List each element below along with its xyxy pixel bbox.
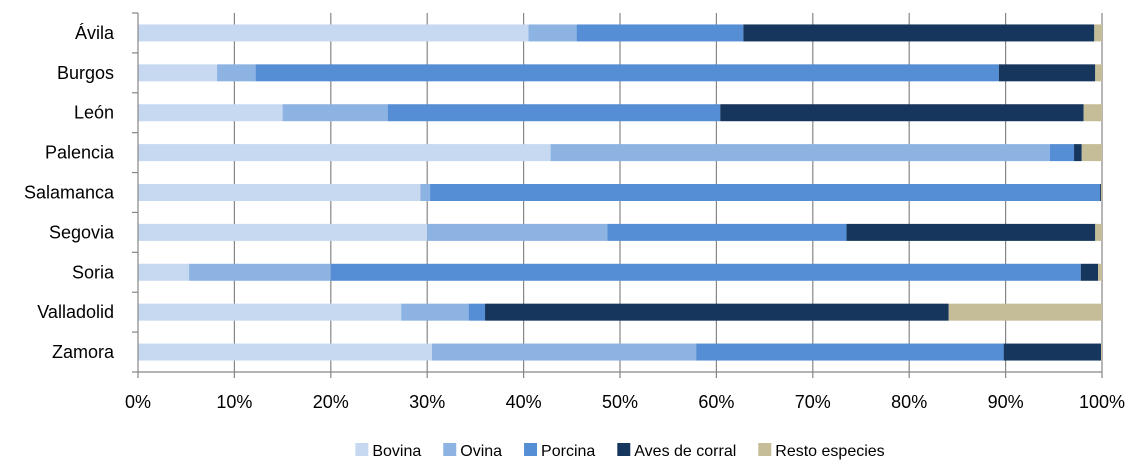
bar-soria-bovina xyxy=(138,263,190,281)
legend-swatch xyxy=(355,443,369,456)
bar-zamora-aves-de-corral xyxy=(1003,343,1102,361)
bar-zamora-bovina xyxy=(138,343,433,361)
bar-salamanca-resto-especies xyxy=(1101,184,1102,201)
bar-palencia-porcina xyxy=(1049,144,1075,162)
category-label: Burgos xyxy=(57,63,114,83)
bar-palencia-resto-especies xyxy=(1081,144,1102,162)
bar-zamora-resto-especies xyxy=(1101,343,1102,361)
bar-leon-ovina xyxy=(282,104,388,122)
category-label: Palencia xyxy=(45,143,115,163)
axes xyxy=(132,12,1103,378)
category-label: Zamora xyxy=(52,342,115,362)
bar-segovia-porcina xyxy=(607,223,847,241)
bar-segovia-aves-de-corral xyxy=(846,223,1096,241)
legend: Bovina Ovina Porcina Aves de corral Resto es… xyxy=(355,443,885,460)
bar-burgos-porcina xyxy=(255,64,999,82)
bar-leon-bovina xyxy=(138,104,283,122)
x-tick-label: 80% xyxy=(891,392,927,412)
legend-item-resto-especies: Resto especies xyxy=(758,443,885,460)
bars xyxy=(138,24,1102,361)
legend-label: Bovina xyxy=(372,443,421,460)
category-label: Soria xyxy=(72,262,115,282)
bar-palencia-bovina xyxy=(138,144,551,162)
legend-label: Resto especies xyxy=(775,443,884,460)
bar-leon-resto-especies xyxy=(1083,104,1102,122)
bar-segovia-ovina xyxy=(427,223,608,241)
bar-zamora-porcina xyxy=(696,343,1004,361)
legend-label: Aves de corral xyxy=(634,443,736,460)
x-tick-label: 40% xyxy=(506,392,542,412)
category-labels: Ávila Burgos León Palencia Salamanca Segovia S… xyxy=(24,23,115,362)
x-tick-label: 10% xyxy=(216,392,252,412)
category-label: Segovia xyxy=(49,222,115,242)
category-label: Valladolid xyxy=(37,302,114,322)
bar-salamanca-ovina xyxy=(420,184,431,201)
legend-swatch xyxy=(758,443,772,456)
x-tick-label: 60% xyxy=(698,392,734,412)
bar-soria-porcina xyxy=(330,263,1081,281)
legend-label: Porcina xyxy=(541,443,595,460)
x-tick-label: 90% xyxy=(988,392,1024,412)
legend-item-ovina: Ovina xyxy=(443,443,502,460)
bar-salamanca-porcina xyxy=(430,184,1101,201)
bar-zamora-ovina xyxy=(432,343,697,361)
bar-valladolid-bovina xyxy=(138,303,402,321)
bar-valladolid-resto-especies xyxy=(948,303,1102,321)
bar-burgos-bovina xyxy=(138,64,218,82)
bar-soria-resto-especies xyxy=(1098,263,1102,281)
bar-avila-ovina xyxy=(528,24,577,42)
bar-segovia-resto-especies xyxy=(1095,223,1102,241)
bar-valladolid-ovina xyxy=(401,303,469,321)
bar-burgos-resto-especies xyxy=(1095,64,1102,82)
legend-swatch xyxy=(617,443,631,456)
bar-salamanca-bovina xyxy=(138,184,421,201)
legend-item-porcina: Porcina xyxy=(524,443,595,460)
bar-leon-aves-de-corral xyxy=(720,104,1084,122)
bar-soria-ovina xyxy=(189,263,331,281)
bar-avila-porcina xyxy=(576,24,744,42)
bar-avila-aves-de-corral xyxy=(743,24,1095,42)
bar-leon-porcina xyxy=(387,104,721,122)
bar-soria-aves-de-corral xyxy=(1080,263,1099,281)
bar-palencia-aves-de-corral xyxy=(1074,144,1082,162)
legend-swatch xyxy=(443,443,457,456)
bar-salamanca-aves-de-corral xyxy=(1100,184,1102,201)
x-tick-label: 70% xyxy=(795,392,831,412)
x-tick-label: 20% xyxy=(313,392,349,412)
bar-palencia-ovina xyxy=(550,144,1050,162)
bar-avila-resto-especies xyxy=(1094,24,1102,42)
x-tick-label: 0% xyxy=(125,392,151,412)
bar-avila-bovina xyxy=(138,24,529,42)
category-label: León xyxy=(74,103,114,123)
tick-labels: 0% 10% 20% 30% 40% 50% 60% 70% 80% 90% 100% xyxy=(125,392,1125,412)
bar-burgos-ovina xyxy=(217,64,256,82)
bar-valladolid-aves-de-corral xyxy=(485,303,949,321)
category-label: Salamanca xyxy=(24,183,115,203)
x-tick-label: 50% xyxy=(602,392,638,412)
legend-label: Ovina xyxy=(460,443,502,460)
legend-item-bovina: Bovina xyxy=(355,443,421,460)
legend-item-aves-de-corral: Aves de corral xyxy=(617,443,736,460)
x-tick-label: 30% xyxy=(409,392,445,412)
category-label: Ávila xyxy=(75,23,115,43)
bar-valladolid-porcina xyxy=(468,303,486,321)
x-tick-label: 100% xyxy=(1079,392,1125,412)
legend-swatch xyxy=(524,443,538,456)
bar-burgos-aves-de-corral xyxy=(998,64,1096,82)
bar-segovia-bovina xyxy=(138,223,428,241)
